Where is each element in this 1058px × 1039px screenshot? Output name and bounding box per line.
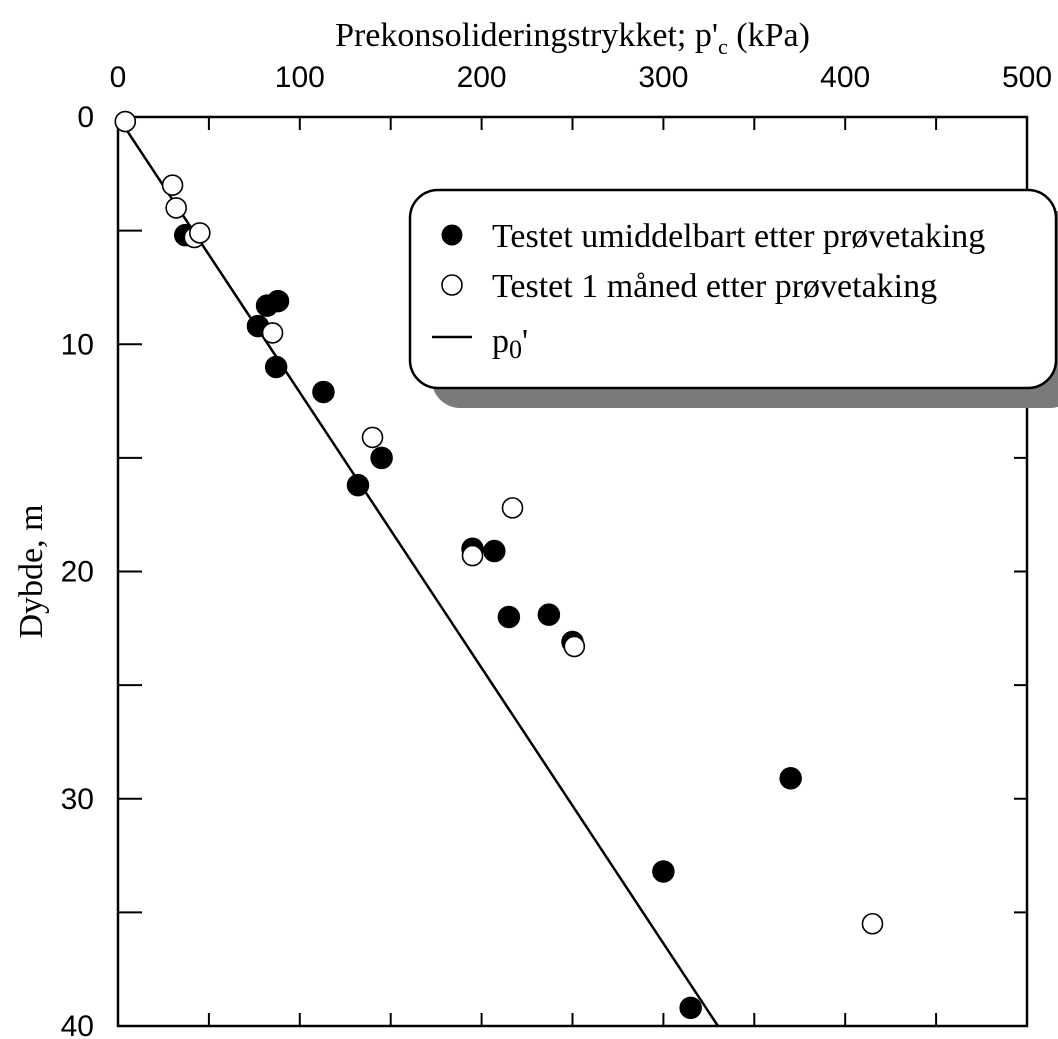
point-filled	[370, 446, 393, 470]
point-filled	[679, 996, 702, 1020]
point-open	[189, 222, 211, 244]
chart-marks	[114, 110, 884, 1027]
point-filled	[346, 473, 370, 497]
point-open	[165, 197, 187, 219]
legend-label: p0'	[492, 323, 528, 364]
y-tick-label: 0	[77, 101, 94, 134]
point-filled	[312, 380, 335, 404]
point-filled	[779, 767, 802, 790]
point-open	[161, 174, 184, 196]
point-filled	[266, 289, 290, 313]
x-tick-label: 400	[820, 61, 870, 94]
y-tick-label: 40	[61, 1010, 94, 1039]
point-filled	[264, 355, 288, 379]
x-tick-label: 200	[457, 61, 507, 94]
axes: 0 100 200 300 400 500 0 10 20 30 40	[61, 61, 1052, 1039]
point-open	[261, 322, 284, 344]
y-tick-label: 30	[61, 783, 94, 816]
y-tick-label: 10	[61, 328, 94, 361]
y-axis-title: Dybde, m	[13, 504, 50, 638]
point-open	[114, 110, 137, 133]
legend-marker-open	[441, 274, 463, 296]
point-open	[501, 497, 524, 519]
point-filled	[652, 860, 675, 883]
x-tick-label: 100	[275, 61, 325, 94]
point-filled	[497, 605, 521, 629]
point-open	[361, 426, 384, 449]
legend-label: Testet umiddelbart etter prøvetaking	[492, 218, 985, 255]
point-open	[563, 635, 586, 658]
point-open	[861, 912, 884, 935]
point-filled	[483, 539, 506, 563]
point-filled	[537, 603, 561, 626]
x-tick-label: 0	[110, 61, 127, 94]
legend: Testet umiddelbart etter prøvetaking Test…	[408, 188, 1058, 408]
series-line-p0	[116, 116, 719, 1027]
x-tick-label: 500	[1002, 61, 1052, 94]
x-axis-title: Prekonsolideringstrykket; p'c (kPa)	[335, 17, 810, 59]
point-open	[461, 544, 484, 567]
legend-label: Testet 1 måned etter prøvetaking	[492, 268, 937, 305]
y-tick-label: 20	[61, 556, 94, 589]
legend-marker-filled	[441, 224, 463, 246]
legend-box	[408, 188, 1058, 390]
x-tick-label: 300	[638, 61, 688, 94]
